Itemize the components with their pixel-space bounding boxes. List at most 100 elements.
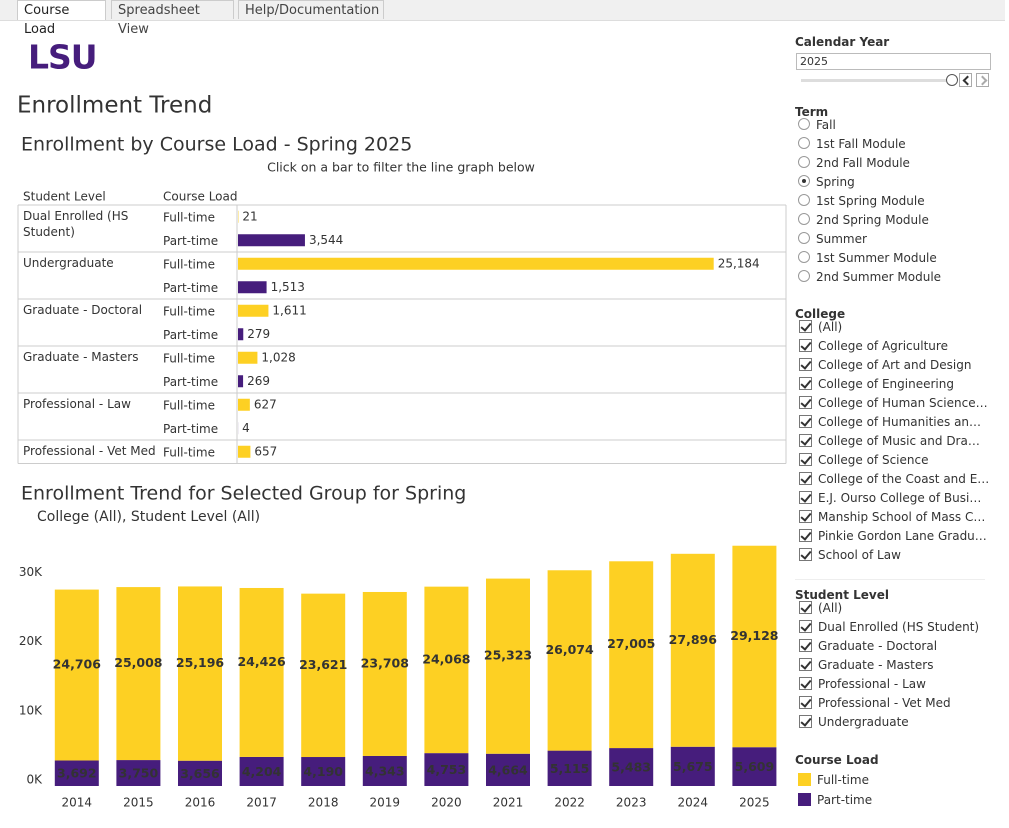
filter-title: Term	[795, 105, 829, 119]
checkbox[interactable]	[799, 472, 812, 485]
value-label: 627	[254, 397, 277, 411]
bar-segment	[547, 570, 592, 751]
value-label: 27,896	[669, 632, 718, 647]
value-label: 5,115	[550, 761, 590, 776]
bar[interactable]	[238, 234, 305, 247]
bar-segment	[732, 747, 777, 786]
option-label: 2nd Fall Module	[816, 156, 910, 170]
bar-segment	[424, 586, 469, 754]
checkbox[interactable]	[799, 715, 812, 728]
value-label: 27,005	[607, 636, 655, 651]
bar-segment	[301, 593, 346, 758]
x-tick-label: 2019	[370, 796, 401, 810]
bar-segment	[116, 587, 161, 761]
tab[interactable]: Course Load	[17, 0, 106, 37]
student-level-label: Graduate - Masters	[23, 350, 139, 364]
bar[interactable]	[238, 257, 714, 270]
bar[interactable]	[238, 281, 267, 294]
radio-button[interactable]	[798, 194, 810, 206]
checkbox[interactable]	[799, 396, 812, 409]
bar[interactable]	[238, 351, 258, 364]
radio-button[interactable]	[798, 251, 810, 263]
radio-button[interactable]	[798, 137, 810, 149]
chart-subtitle: Click on a bar to filter the line graph …	[267, 160, 535, 175]
checkbox[interactable]	[799, 639, 812, 652]
year-input[interactable]	[796, 53, 991, 70]
bar-segment	[301, 757, 346, 786]
bar[interactable]	[238, 304, 269, 317]
value-label: 24,068	[422, 651, 470, 666]
bar-segment	[239, 756, 284, 786]
value-label: 4,204	[242, 764, 282, 779]
checkbox[interactable]	[799, 415, 812, 428]
bar[interactable]	[238, 445, 251, 458]
next-button[interactable]	[976, 73, 989, 87]
checkbox[interactable]	[799, 510, 812, 523]
column-header: Student Level	[23, 190, 106, 204]
divider	[795, 579, 985, 580]
checkbox[interactable]	[799, 658, 812, 671]
bar-segment	[54, 760, 99, 786]
option-label: College of the Coast and E…	[818, 472, 990, 486]
checkbox[interactable]	[799, 320, 812, 333]
tab[interactable]: Help/Documentation	[238, 0, 384, 19]
value-label: 25,008	[114, 655, 162, 670]
y-tick-label: 10K	[19, 703, 43, 717]
radio-button[interactable]	[798, 118, 810, 130]
checkbox[interactable]	[799, 529, 812, 542]
student-level-label: Dual Enrolled (HS Student)	[23, 209, 129, 239]
course-load-label: Full-time	[163, 445, 215, 459]
option-label: 1st Summer Module	[816, 251, 937, 265]
bar[interactable]	[238, 375, 244, 388]
option-label: College of Humanities an…	[818, 415, 982, 429]
bar-segment	[486, 578, 530, 754]
checkbox[interactable]	[799, 601, 812, 614]
value-label: 25,184	[718, 256, 760, 270]
checkbox[interactable]	[799, 696, 812, 709]
checkbox[interactable]	[799, 491, 812, 504]
filter-title: College	[795, 307, 846, 321]
option-label: Spring	[816, 175, 855, 189]
option-label: 2nd Summer Module	[816, 270, 942, 284]
checkbox[interactable]	[799, 377, 812, 390]
x-tick-label: 2020	[431, 796, 462, 810]
value-label: 23,621	[299, 657, 347, 672]
student-level-label: Professional - Vet Med	[23, 444, 156, 458]
checkbox[interactable]	[799, 620, 812, 633]
legend-title: Course Load	[795, 753, 879, 767]
tab[interactable]: Spreadsheet View	[111, 0, 234, 37]
legend-label: Full-time	[817, 773, 869, 787]
slider-handle[interactable]	[946, 74, 958, 86]
checkbox[interactable]	[799, 677, 812, 690]
checkbox[interactable]	[799, 453, 812, 466]
year-value: 2025	[800, 55, 828, 68]
chart-title: Enrollment by Course Load - Spring 2025	[21, 134, 412, 156]
value-label: 5,609	[735, 759, 775, 774]
bar-segment	[609, 748, 654, 786]
student-level-label: Undergraduate	[23, 256, 114, 270]
option-label: School of Law	[818, 548, 901, 562]
checkbox[interactable]	[799, 548, 812, 561]
checkbox[interactable]	[799, 358, 812, 371]
radio-button[interactable]	[798, 270, 810, 282]
value-label: 3,544	[309, 233, 343, 247]
x-tick-label: 2024	[678, 796, 709, 810]
option-label: Graduate - Doctoral	[818, 639, 938, 653]
radio-button[interactable]	[798, 213, 810, 225]
x-tick-label: 2016	[185, 796, 216, 810]
checkbox[interactable]	[799, 434, 812, 447]
bar-segment	[116, 760, 161, 786]
radio-button[interactable]	[798, 175, 810, 187]
value-label: 4,190	[303, 764, 343, 779]
radio-button[interactable]	[798, 232, 810, 244]
legend-label: Part-time	[817, 793, 873, 807]
value-label: 24,426	[237, 654, 286, 669]
prev-button[interactable]	[959, 73, 973, 87]
checkbox[interactable]	[799, 339, 812, 352]
radio-button[interactable]	[798, 156, 810, 168]
bar[interactable]	[238, 398, 250, 411]
bar[interactable]	[238, 328, 244, 341]
column-header: Course Load	[163, 190, 238, 204]
